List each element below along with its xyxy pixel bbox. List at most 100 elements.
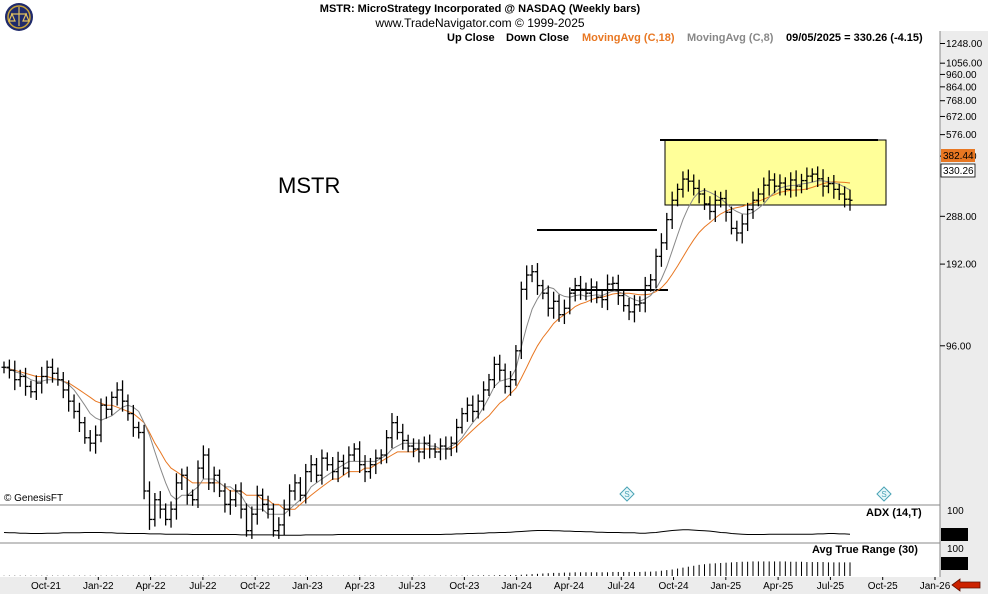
price-bar bbox=[163, 503, 169, 526]
price-bar bbox=[513, 345, 519, 386]
price-bar bbox=[464, 397, 470, 422]
price-bar bbox=[723, 189, 729, 222]
price-bar bbox=[524, 265, 530, 300]
price-bar bbox=[728, 206, 734, 235]
price-tick-label: 192.00 bbox=[946, 260, 977, 271]
price-bar bbox=[98, 398, 104, 443]
price-bar bbox=[173, 473, 179, 520]
adx-line bbox=[3, 529, 851, 536]
price-bar bbox=[411, 438, 417, 458]
price-bar bbox=[319, 449, 325, 485]
adx-value: 20.12 bbox=[942, 530, 967, 541]
price-bar bbox=[642, 276, 648, 313]
price-bar bbox=[335, 451, 341, 483]
price-bar bbox=[610, 276, 616, 292]
price-bar bbox=[297, 477, 303, 502]
price-bars bbox=[1, 166, 853, 539]
price-bar bbox=[842, 186, 848, 208]
price-bar bbox=[685, 169, 691, 192]
price-bar bbox=[567, 287, 573, 315]
price-bar bbox=[799, 173, 805, 194]
price-bar bbox=[540, 279, 546, 300]
price-bar bbox=[109, 391, 115, 416]
price-bar bbox=[588, 278, 594, 303]
price-bar bbox=[761, 177, 767, 203]
price-bar bbox=[103, 396, 109, 419]
event-marker-2[interactable]: S bbox=[876, 486, 892, 502]
time-tick-label: Apr-23 bbox=[345, 581, 375, 592]
price-bar bbox=[1, 361, 7, 374]
time-tick-label: Jul-25 bbox=[817, 581, 845, 592]
ma18-series bbox=[3, 181, 851, 510]
price-tick-label: 864.00 bbox=[946, 82, 977, 93]
last-price-tag: 330.26 bbox=[940, 163, 976, 178]
price-bar bbox=[696, 179, 702, 204]
time-axis-ticks: Oct-21 Jan-22 Apr-22 Jul-22 Oct-22 Jan-23 Apr-… bbox=[31, 577, 951, 592]
time-tick-label: Oct-23 bbox=[449, 581, 479, 592]
price-bar bbox=[281, 499, 287, 536]
ma18-line bbox=[3, 181, 851, 510]
price-bar bbox=[766, 170, 772, 196]
price-bar bbox=[545, 285, 551, 317]
price-bar bbox=[631, 295, 637, 323]
price-bar bbox=[772, 173, 778, 194]
price-bar bbox=[836, 183, 842, 201]
event-marker-1[interactable]: S bbox=[619, 486, 635, 502]
price-bar bbox=[33, 375, 39, 400]
price-bar bbox=[292, 474, 298, 501]
price-bar bbox=[93, 425, 99, 454]
legend-ma18: MovingAvg (C,18) bbox=[582, 32, 675, 44]
price-bar bbox=[497, 354, 503, 381]
price-bar bbox=[233, 484, 239, 507]
price-tick-label: 1248.00 bbox=[946, 39, 983, 50]
price-bar bbox=[270, 503, 276, 537]
price-bar bbox=[621, 289, 627, 312]
price-bar bbox=[373, 449, 379, 475]
price-bar bbox=[82, 416, 88, 444]
price-bar bbox=[55, 367, 61, 386]
price-bar bbox=[39, 366, 45, 394]
time-tick-label: Jul-24 bbox=[608, 581, 636, 592]
time-tick-label: Apr-25 bbox=[763, 581, 793, 592]
price-bar bbox=[136, 421, 142, 439]
price-bar bbox=[378, 449, 384, 465]
price-tick-label: 768.00 bbox=[946, 96, 977, 107]
price-bar bbox=[750, 191, 756, 219]
price-bar bbox=[389, 413, 395, 449]
price-bar bbox=[508, 371, 514, 396]
price-tick-label: 96.00 bbox=[946, 341, 971, 352]
logo-ring bbox=[7, 5, 31, 29]
price-bar bbox=[405, 434, 411, 453]
event-marker-diamond bbox=[876, 486, 892, 502]
time-tick-label: Jul-23 bbox=[398, 581, 426, 592]
time-tick-label: Jan-22 bbox=[83, 581, 114, 592]
price-bar bbox=[340, 454, 346, 476]
atr-value-box bbox=[941, 557, 968, 570]
event-marker-diamond bbox=[619, 486, 635, 502]
price-bar bbox=[680, 171, 686, 198]
scroll-right-arrow-icon[interactable] bbox=[951, 578, 981, 592]
price-bar bbox=[658, 233, 664, 267]
price-bar bbox=[222, 483, 228, 513]
event-marker-label: S bbox=[624, 490, 629, 499]
adx-scale-max: 100 bbox=[947, 506, 964, 517]
price-bar bbox=[707, 196, 713, 220]
price-bar bbox=[362, 455, 368, 483]
price-bar bbox=[572, 277, 578, 302]
time-tick-label: Jan-23 bbox=[292, 581, 323, 592]
price-bar bbox=[454, 418, 460, 453]
time-tick-label: Jan-25 bbox=[711, 581, 742, 592]
price-bar bbox=[125, 394, 131, 421]
price-bar bbox=[384, 430, 390, 464]
atr-label: Avg True Range (30) bbox=[812, 544, 918, 556]
price-bar bbox=[76, 402, 82, 433]
price-bar bbox=[71, 394, 77, 419]
price-bar bbox=[367, 457, 373, 479]
time-tick-label: Jan-24 bbox=[501, 581, 532, 592]
trade-navigator-logo[interactable] bbox=[5, 3, 33, 31]
price-bar bbox=[653, 248, 659, 289]
price-bar bbox=[691, 174, 697, 196]
price-axis-background bbox=[940, 31, 988, 577]
price-bar bbox=[146, 481, 152, 530]
adx-value-box bbox=[941, 528, 968, 541]
